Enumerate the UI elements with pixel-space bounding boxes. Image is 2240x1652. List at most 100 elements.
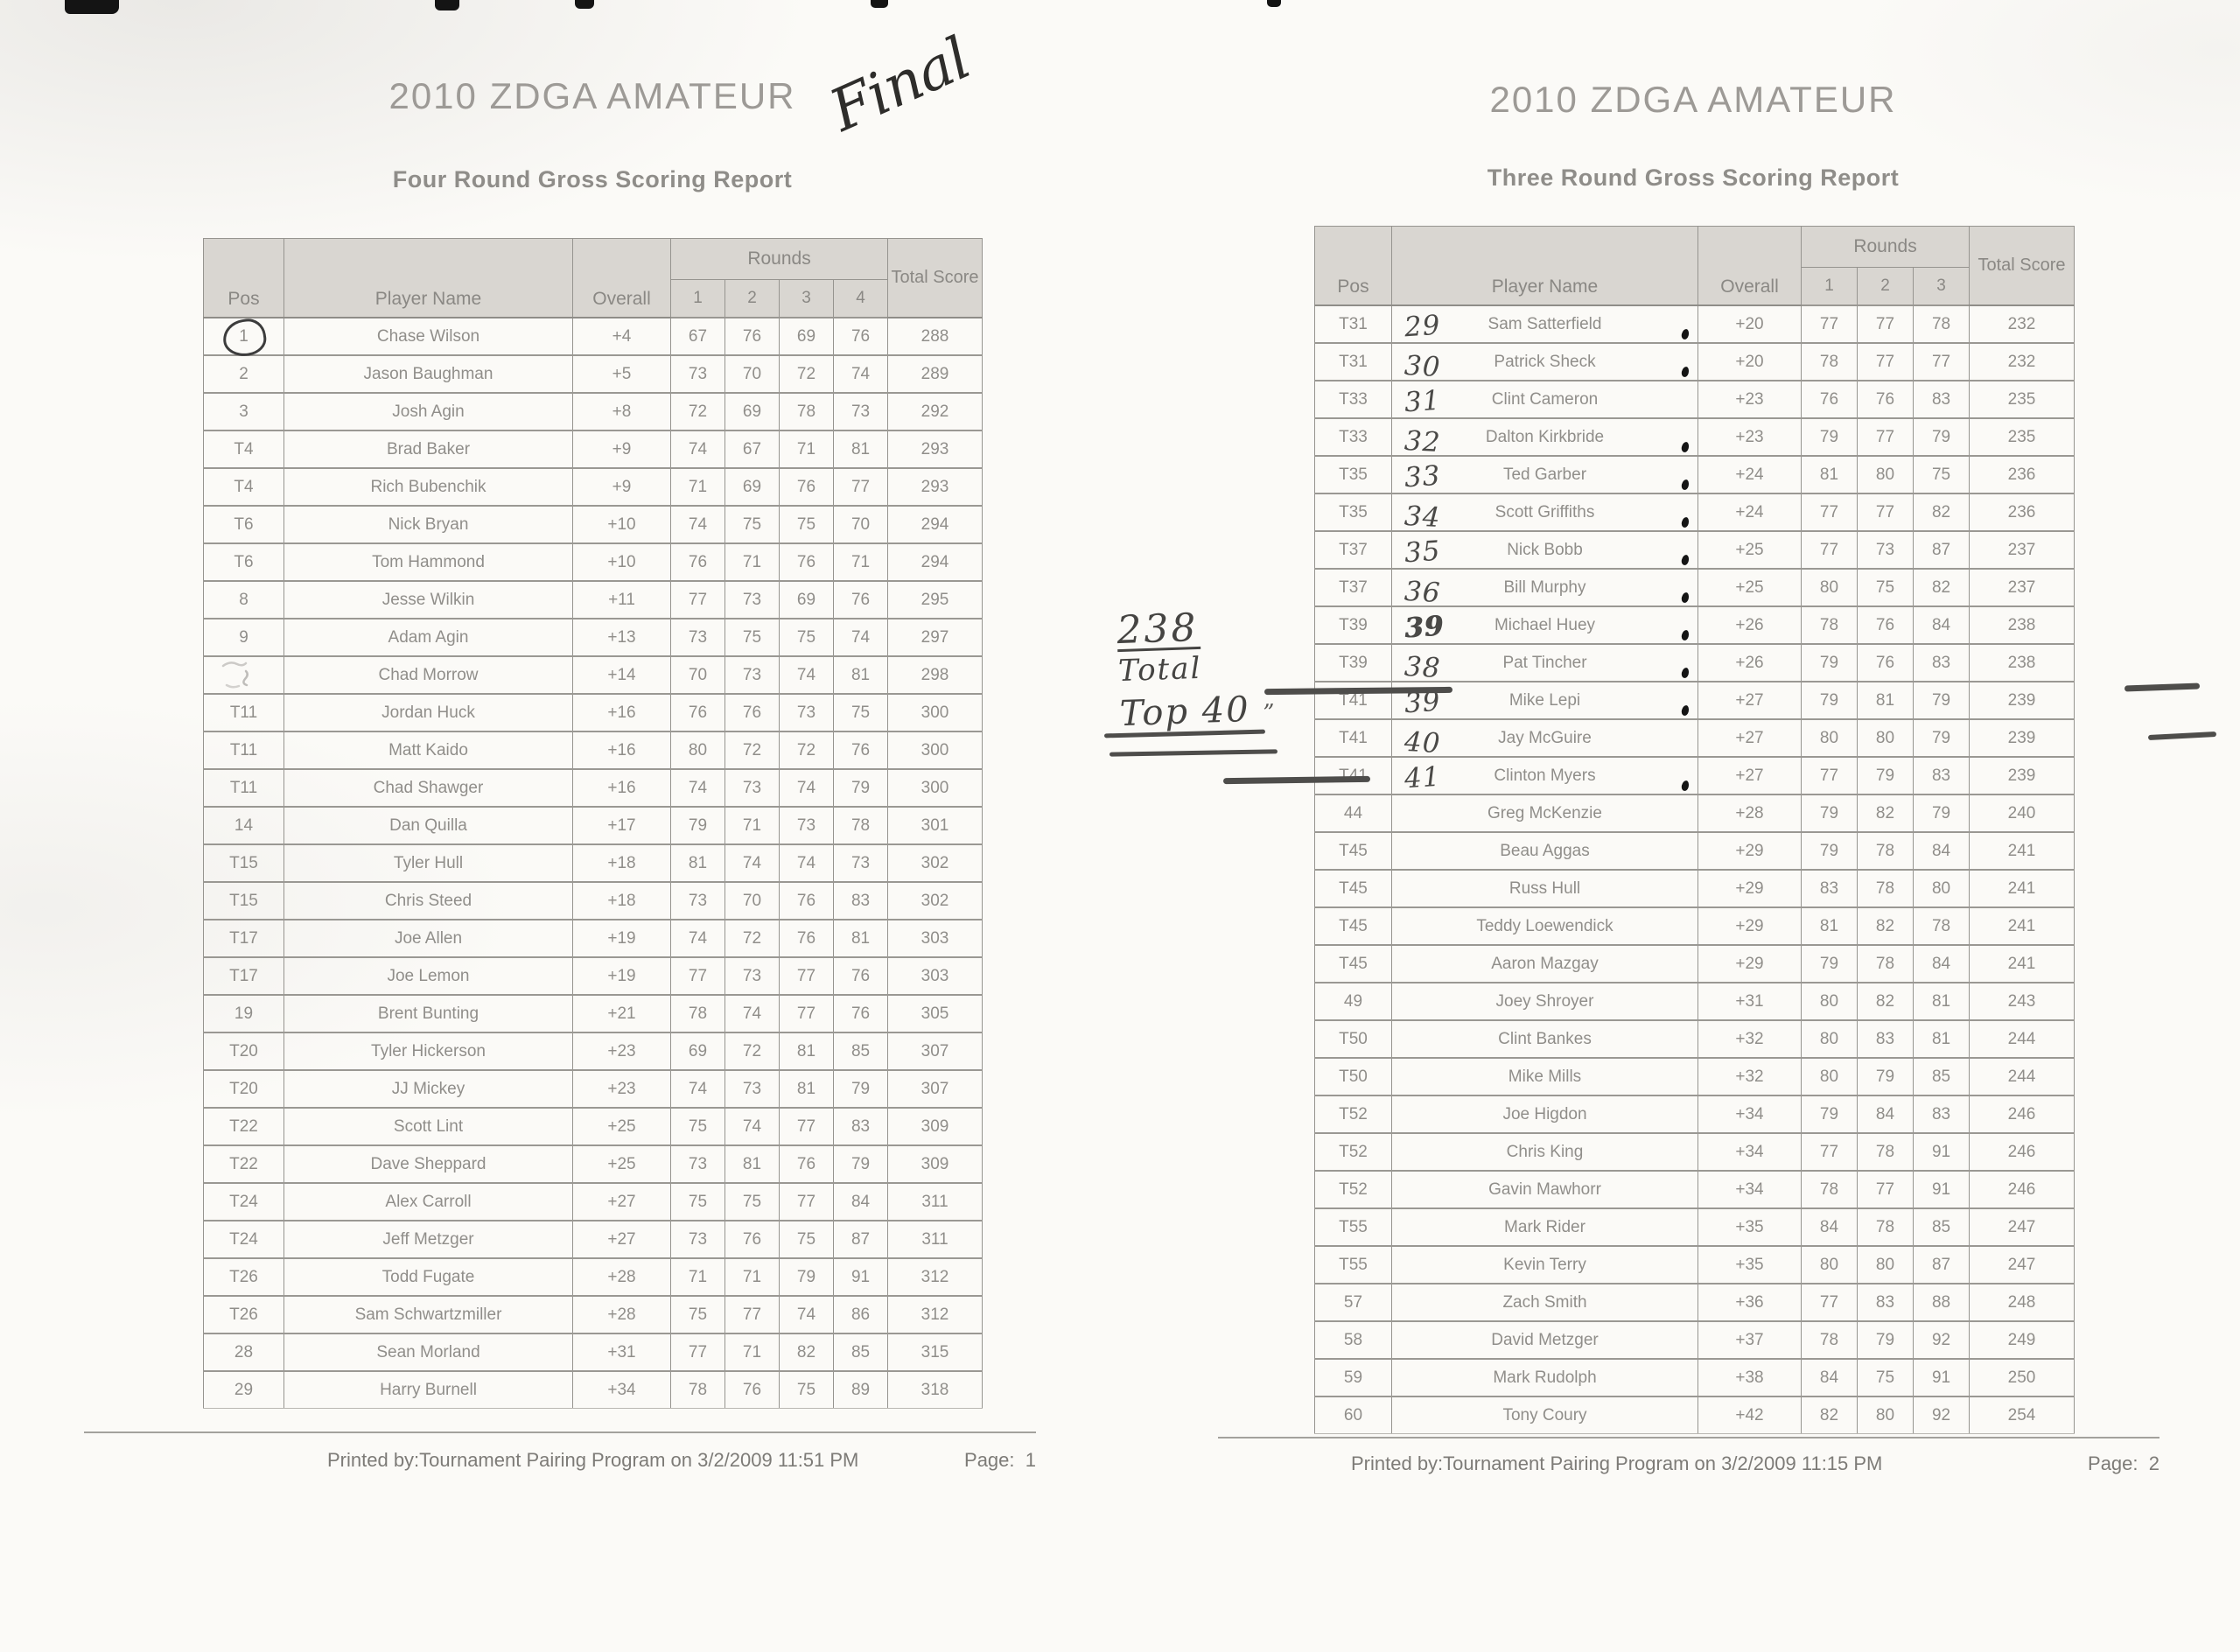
round-3-score-cell: 81 (779, 1069, 834, 1109)
position-value: 60 (1343, 1405, 1363, 1424)
position-value: T50 (1339, 1029, 1368, 1048)
round-2-score-cell: 75 (724, 505, 780, 544)
round-4-score-cell: 83 (832, 881, 889, 920)
round-3-score-cell: 76 (779, 467, 834, 507)
overall-cell: +24 (1698, 493, 1802, 532)
player-name-cell: Harry Burnell (284, 1370, 573, 1409)
scan-artifact (65, 0, 119, 14)
round-1-score-cell: 80 (1801, 568, 1858, 607)
round-2-score-cell: 77 (1857, 493, 1914, 532)
col-header-overall: Overall (1698, 226, 1802, 306)
total-score-cell: 246 (1969, 1170, 2076, 1209)
position-cell: T33 (1314, 380, 1392, 419)
round-3-score-cell: 83 (1912, 380, 1970, 419)
overall-cell: +20 (1698, 304, 1802, 344)
overall-cell: +25 (572, 1107, 671, 1146)
round-4-score-cell: 83 (832, 1107, 889, 1146)
table-row: T55 Mark Rider +35 84 78 85 247 (1314, 1208, 2076, 1247)
handwritten-number: 34 (1404, 500, 1442, 535)
round-3-score-cell: 76 (779, 881, 834, 920)
page1-footer-rule (84, 1432, 1036, 1433)
player-name: Joe Allen (394, 928, 463, 948)
round-1-score-cell: 77 (1801, 530, 1858, 570)
round-3-score-cell: 88 (1912, 1283, 1970, 1322)
player-name-cell: 36 Bill Murphy (1391, 568, 1698, 609)
player-name-cell: 35 Nick Bobb (1391, 530, 1698, 570)
round-2-score-cell: 71 (724, 806, 780, 845)
table-row: T31 30 Patrick Sheck +20 78 77 77 232 (1314, 342, 2076, 383)
col-header-overall: Overall (572, 238, 671, 318)
position-value: 58 (1343, 1330, 1363, 1349)
overall-cell: +29 (1698, 944, 1802, 984)
table-row: T31 29 Sam Satterfield +20 77 77 78 232 (1314, 304, 2076, 344)
overall-cell: +11 (572, 580, 671, 620)
position-value: T6 (234, 514, 254, 534)
table-row: 19 Brent Bunting +21 78 74 77 76 305 (203, 994, 984, 1033)
position-value: T45 (1339, 841, 1368, 860)
player-name-cell: 33 Ted Garber (1391, 455, 1698, 494)
total-score-cell: 289 (887, 354, 984, 394)
player-name: Pat Tincher (1502, 653, 1587, 672)
round-1-score-cell: 79 (1801, 794, 1858, 833)
position-value: T39 (1339, 615, 1368, 634)
round-3-score-cell: 84 (1912, 606, 1970, 645)
position-cell: 19 (203, 994, 284, 1033)
round-4-score-cell: 89 (832, 1370, 889, 1409)
round-2-score-cell: 80 (1857, 1245, 1914, 1284)
player-name: Tyler Hull (393, 853, 464, 872)
player-name: Teddy Loewendick (1476, 916, 1614, 935)
total-score-cell: 236 (1969, 455, 2076, 494)
player-name-cell: Rich Bubenchik (284, 467, 573, 507)
round-2-score-cell: 78 (1857, 944, 1914, 984)
player-name-cell: JJ Mickey (284, 1069, 573, 1109)
position-cell: 58 (1314, 1320, 1392, 1360)
table-row: T35 34 Scott Griffiths +24 77 77 82 236 (1314, 493, 2076, 535)
round-3-score-cell: 76 (779, 542, 834, 582)
position-cell: T55 (1314, 1208, 1392, 1247)
position-value: 28 (234, 1342, 254, 1362)
round-1-score-cell: 78 (1801, 1170, 1858, 1209)
page2-subtitle: Three Round Gross Scoring Report (1487, 164, 1900, 191)
margin-note-top40: Top 40 (1118, 689, 1251, 735)
total-score-cell: 236 (1969, 493, 2076, 532)
player-name-cell: Mike Mills (1391, 1057, 1698, 1096)
page1-footer: Printed by:Tournament Pairing Program on… (84, 1449, 1036, 1472)
page1-subtitle: Four Round Gross Scoring Report (392, 166, 793, 192)
round-1-score-cell: 74 (670, 1069, 725, 1109)
player-name: Alex Carroll (385, 1192, 472, 1211)
position-value: 8 (239, 590, 248, 609)
total-score-cell: 312 (887, 1257, 984, 1297)
round-1-header: 1 (670, 279, 725, 318)
round-1-score-cell: 79 (1801, 944, 1858, 984)
position-value: T52 (1339, 1142, 1368, 1161)
overall-cell: +28 (572, 1295, 671, 1334)
overall-cell: +27 (1698, 681, 1802, 720)
position-value: T39 (1339, 653, 1368, 672)
player-name: Aaron Mazgay (1491, 954, 1599, 973)
round-4-score-cell: 77 (832, 467, 889, 507)
player-name-cell: 34 Scott Griffiths (1391, 493, 1698, 535)
round-2-header: 2 (1857, 267, 1914, 306)
handwritten-number: 33 (1403, 459, 1442, 494)
round-2-score-cell: 82 (1857, 906, 1914, 946)
position-cell: T45 (1314, 869, 1392, 908)
round-1-score-cell: 79 (1801, 831, 1858, 871)
player-name-cell: Joe Lemon (284, 956, 573, 996)
handwritten-margin-note: 238 Total Top 40 ” (1116, 603, 1278, 734)
overall-cell: +18 (572, 844, 671, 883)
table-row: T39 39 Michael Huey +26 78 76 84 238 (1314, 606, 2076, 645)
scan-artifact (575, 0, 594, 9)
position-cell: T35 (1314, 455, 1392, 494)
table-row: 8 Jesse Wilkin +11 77 73 69 76 295 (203, 580, 984, 620)
round-1-score-cell: 69 (670, 1032, 725, 1071)
position-value: 57 (1343, 1292, 1363, 1312)
player-name-cell: Dan Quilla (284, 806, 573, 845)
round-4-score-cell: 76 (832, 956, 889, 996)
overall-cell: +42 (1698, 1396, 1802, 1434)
position-value: T31 (1339, 352, 1368, 371)
position-value: T31 (1339, 314, 1368, 333)
round-2-score-cell: 76 (1857, 606, 1914, 645)
table-row: T26 Sam Schwartzmiller +28 75 77 74 86 312 (203, 1295, 984, 1334)
round-1-score-cell: 76 (1801, 380, 1858, 419)
table-row: 60 Tony Coury +42 82 80 92 254 (1314, 1396, 2076, 1434)
